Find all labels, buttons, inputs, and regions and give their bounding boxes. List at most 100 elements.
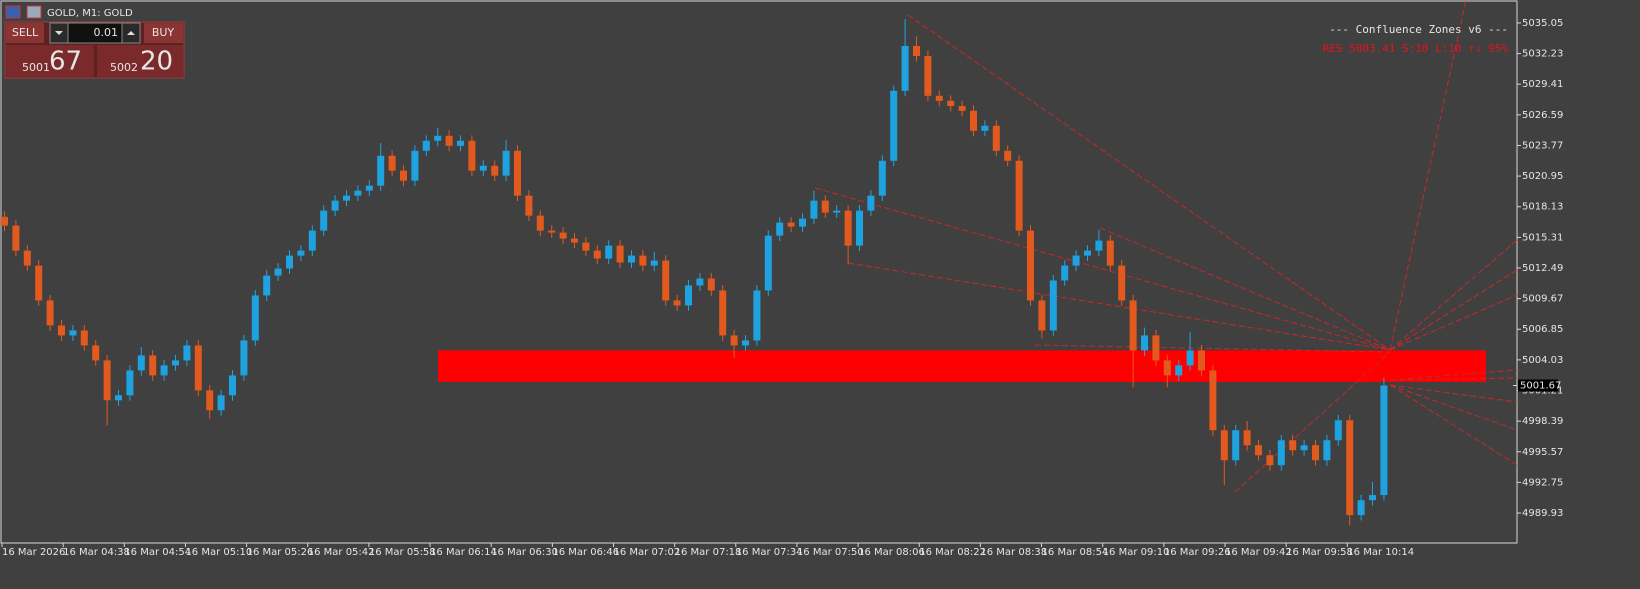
candle-body [1163, 360, 1171, 376]
candle-body [137, 355, 145, 371]
candle-body [890, 90, 898, 161]
candle-body [103, 360, 111, 401]
candle-body [1049, 280, 1057, 331]
candle-body [126, 370, 134, 396]
candle-body [1198, 350, 1205, 371]
candle-body [1289, 440, 1297, 451]
candle-body [605, 245, 613, 259]
fan-line [1234, 351, 1391, 493]
candle-body [1095, 240, 1103, 251]
y-tick-label: 5012.49 [1522, 263, 1563, 274]
candle-body [810, 200, 818, 219]
candle-body [844, 210, 852, 246]
x-tick-label: 16 Mar 05:26 [247, 547, 314, 558]
candle-body [673, 300, 681, 306]
candle-body [935, 95, 943, 101]
candle-body [206, 390, 214, 411]
indicator-title: --- Confluence Zones v6 --- [1329, 23, 1508, 36]
x-tick-label: 16 Mar 08:38 [980, 547, 1047, 558]
candle-body [571, 238, 578, 243]
fan-line [1389, 369, 1518, 381]
sell-label[interactable]: SELL [12, 26, 39, 39]
candle-body [286, 255, 293, 269]
candle-body [320, 210, 328, 231]
fan-line [1389, 384, 1518, 466]
candle-body [434, 135, 442, 141]
fan-line [1099, 227, 1391, 351]
bid-box[interactable] [6, 45, 94, 77]
candle-body [445, 135, 453, 146]
candle-body [559, 232, 567, 239]
candle-body [1141, 335, 1148, 351]
candle-body [1232, 430, 1240, 461]
sell-button[interactable] [6, 23, 44, 43]
volume: 0.01 [94, 26, 119, 39]
fan-line [814, 187, 1391, 351]
candle-body [23, 250, 31, 266]
buy-button[interactable] [144, 23, 183, 43]
candle-body [297, 250, 305, 256]
ask-box[interactable] [97, 45, 183, 77]
buy-label[interactable]: BUY [152, 26, 175, 39]
window-title: GOLD, M1: GOLD [47, 8, 133, 19]
candle-body [172, 360, 179, 366]
candle-body [1004, 150, 1012, 161]
candle-body [263, 275, 271, 296]
title-bar: GOLD, M1: GOLD [5, 5, 133, 19]
y-tick-label: 5023.77 [1522, 140, 1563, 151]
candle-body [924, 55, 932, 96]
candle-body [662, 260, 670, 301]
x-tick-label: 16 Mar 06:46 [552, 547, 619, 558]
candle-body [274, 268, 282, 276]
y-tick-label: 5015.31 [1522, 232, 1563, 243]
candle-body [194, 345, 202, 391]
candle-body [1334, 420, 1342, 441]
x-tick-label: 16 Mar 08:22 [919, 547, 986, 558]
candle-body [1186, 350, 1194, 366]
candle-body [867, 195, 875, 211]
candle-body [1118, 265, 1126, 301]
x-tick-label: 16 Mar 07:50 [797, 547, 864, 558]
y-tick-label: 4989.93 [1522, 508, 1563, 519]
candle-body [46, 300, 54, 326]
candle-body [388, 155, 396, 171]
candle-body [1, 216, 8, 226]
candle-body [92, 345, 100, 361]
x-tick-label: 16 Mar 08:54 [1042, 547, 1109, 558]
candle-body [411, 150, 419, 181]
y-tick-label: 5018.13 [1522, 202, 1563, 213]
fan-line [1389, 384, 1518, 431]
candle-body [981, 125, 989, 131]
arrow-down [55, 31, 63, 35]
ask-pips: 20 [140, 47, 173, 77]
candle-body [992, 125, 1000, 151]
x-tick-label: 16 Mar 10:14 [1347, 547, 1414, 558]
candle-body [1380, 385, 1388, 496]
candle-body [1084, 250, 1091, 256]
candle-body [833, 210, 841, 213]
x-tick-label: 16 Mar 04:54 [124, 547, 191, 558]
candle-body [1243, 430, 1251, 446]
candle-body [787, 222, 795, 227]
fan-line [1389, 0, 1467, 351]
fan-lines [814, 0, 1518, 493]
x-tick-label: 16 Mar 09:42 [1225, 547, 1292, 558]
candle-body [331, 200, 339, 211]
fan-line [1389, 377, 1518, 381]
candle-body [1312, 445, 1319, 461]
candle-body [548, 230, 556, 233]
candle-body [1027, 230, 1034, 301]
candle-body [1369, 495, 1376, 501]
candle-body [696, 278, 704, 286]
candle-body [149, 355, 157, 376]
candle-body [1277, 440, 1285, 466]
candle-body [502, 150, 510, 176]
candle-body [719, 290, 727, 336]
candle-body [1323, 440, 1331, 461]
fan-line [1389, 294, 1518, 351]
candle-body [160, 365, 168, 376]
y-tick-label: 4992.75 [1522, 477, 1563, 488]
candle-body [1061, 265, 1069, 281]
y-tick-label: 4998.39 [1522, 416, 1563, 427]
